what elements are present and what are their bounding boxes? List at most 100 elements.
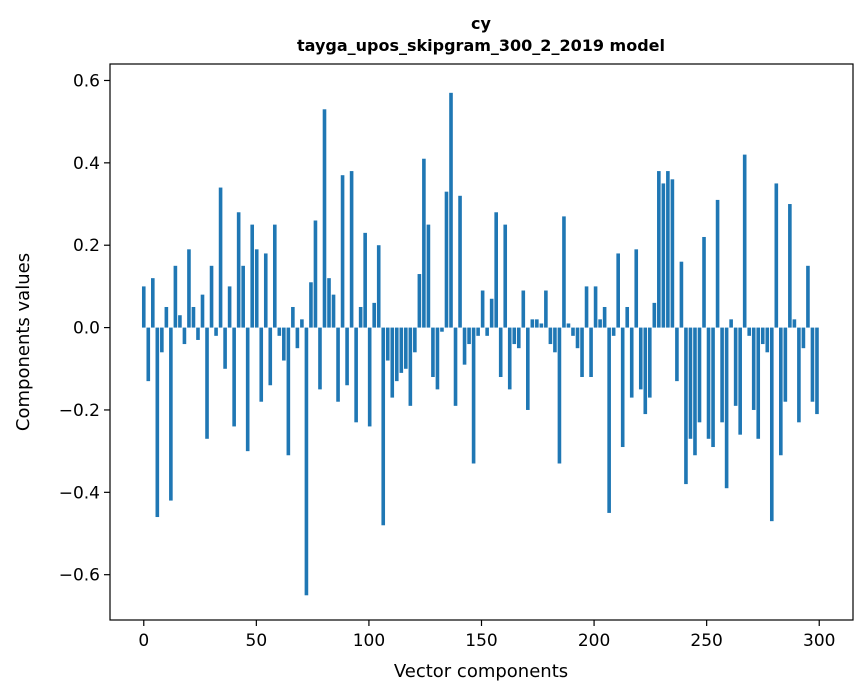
x-tick-label-2: 100 — [353, 631, 385, 651]
bar-24 — [250, 224, 255, 328]
bar-32 — [286, 327, 291, 456]
bar-6 — [169, 327, 173, 501]
bar-60 — [413, 327, 417, 353]
bar-40 — [322, 109, 327, 328]
bar-78 — [494, 212, 498, 328]
bar-94 — [566, 323, 571, 328]
bars-group — [141, 92, 819, 596]
bar-52 — [376, 245, 381, 328]
bar-73 — [471, 327, 476, 464]
bar-75 — [480, 290, 485, 328]
bar-141 — [779, 327, 783, 456]
bar-7 — [173, 265, 178, 328]
bar-144 — [792, 319, 797, 328]
bar-85 — [526, 327, 530, 410]
bar-67 — [444, 191, 449, 328]
bar-142 — [783, 327, 788, 402]
bar-4 — [160, 327, 164, 353]
bar-50 — [367, 327, 372, 427]
bar-0 — [141, 286, 146, 328]
bar-61 — [417, 274, 422, 328]
bar-145 — [797, 327, 801, 423]
bar-117 — [670, 179, 675, 328]
bar-81 — [507, 327, 512, 390]
chart-title: cy — [471, 14, 491, 33]
bar-125 — [706, 327, 711, 439]
bar-105 — [616, 253, 620, 328]
bar-90 — [548, 327, 553, 345]
bar-97 — [580, 327, 584, 378]
y-tick-label-4: 0.2 — [73, 236, 100, 256]
bar-28 — [268, 327, 273, 386]
bar-148 — [810, 327, 815, 402]
x-tick-label-1: 50 — [246, 631, 268, 651]
y-axis-ticks: −0.6 −0.4 −0.2 0.0 0.2 0.4 0.6 — [59, 71, 110, 586]
bar-71 — [462, 327, 467, 365]
bar-76 — [485, 327, 489, 336]
bar-9 — [182, 327, 187, 345]
bar-102 — [602, 306, 607, 328]
bar-86 — [530, 319, 535, 328]
bar-5 — [164, 306, 169, 328]
bar-13 — [200, 294, 205, 328]
bar-51 — [372, 302, 376, 328]
bar-16 — [214, 327, 218, 336]
bar-135 — [751, 327, 756, 410]
bar-137 — [760, 327, 765, 345]
bar-119 — [679, 261, 684, 328]
bar-42 — [331, 294, 336, 328]
x-tick-label-5: 250 — [690, 631, 722, 651]
bar-27 — [263, 253, 268, 328]
x-tick-label-4: 200 — [578, 631, 610, 651]
bar-98 — [584, 286, 589, 328]
bar-146 — [801, 327, 806, 349]
bar-43 — [336, 327, 340, 402]
bar-12 — [196, 327, 200, 340]
bar-62 — [422, 158, 426, 328]
bar-104 — [611, 327, 616, 336]
bar-23 — [245, 327, 250, 452]
bar-59 — [408, 327, 413, 406]
bar-121 — [688, 327, 693, 439]
bar-140 — [774, 183, 779, 328]
bar-29 — [272, 224, 277, 328]
bar-123 — [697, 327, 702, 423]
bar-48 — [358, 306, 363, 328]
bar-88 — [539, 323, 544, 328]
bar-120 — [684, 327, 688, 485]
bar-83 — [516, 327, 521, 349]
y-tick-label-6: 0.6 — [73, 71, 100, 91]
chart-subtitle: tayga_upos_skipgram_300_2_2019 model — [297, 36, 665, 55]
bar-30 — [277, 327, 282, 336]
bar-26 — [259, 327, 264, 402]
x-axis-ticks: 0 50 100 150 200 250 300 — [138, 620, 835, 651]
bar-10 — [187, 249, 191, 328]
bar-41 — [327, 278, 331, 328]
bar-139 — [769, 327, 774, 522]
bar-65 — [435, 327, 440, 390]
bar-84 — [521, 290, 526, 328]
bar-74 — [476, 327, 480, 336]
y-tick-label-1: −0.4 — [59, 483, 100, 503]
bar-14 — [205, 327, 209, 439]
bar-69 — [453, 327, 458, 406]
bar-31 — [282, 327, 286, 361]
bar-20 — [232, 327, 236, 427]
bar-64 — [431, 327, 435, 378]
bar-101 — [598, 319, 602, 328]
bar-110 — [638, 327, 643, 390]
bar-56 — [394, 327, 399, 382]
bar-79 — [498, 327, 503, 378]
bar-72 — [467, 327, 471, 345]
bar-100 — [593, 286, 598, 328]
bar-33 — [291, 306, 295, 328]
x-tick-label-3: 150 — [465, 631, 497, 651]
bar-106 — [620, 327, 625, 448]
bar-128 — [720, 327, 724, 423]
bar-17 — [218, 187, 223, 328]
bar-126 — [711, 327, 715, 448]
bar-95 — [571, 327, 575, 336]
bar-38 — [313, 220, 318, 328]
bar-143 — [788, 204, 792, 328]
